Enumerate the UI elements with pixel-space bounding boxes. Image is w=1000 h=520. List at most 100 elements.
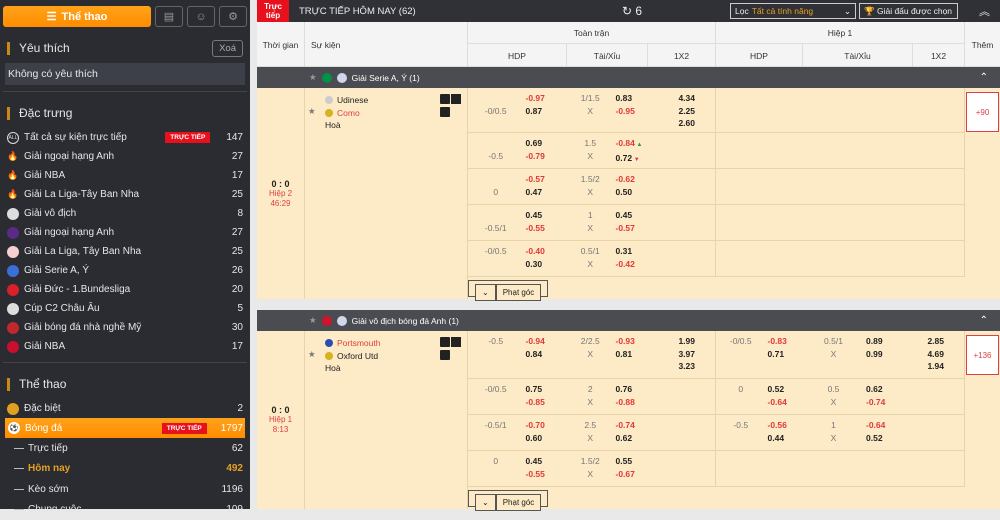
odds-value[interactable]: 3.23 (678, 361, 695, 371)
odds-value[interactable]: -0.84 ▲ (616, 138, 643, 148)
refresh-button[interactable]: ↻ 6 (622, 4, 642, 18)
chevron-up-icon[interactable]: ⌃ (980, 315, 988, 326)
more-markets-button[interactable]: +90 (966, 92, 999, 132)
sports-button[interactable]: ☰Thể thao (3, 6, 151, 27)
odds-value[interactable]: -0.95 (616, 106, 635, 116)
scoreboard-icon[interactable] (451, 94, 461, 104)
odds-value[interactable]: -0.57 (616, 223, 635, 233)
odds-value[interactable]: -0.88 (616, 397, 635, 407)
odds-value[interactable]: 0.31 (616, 246, 633, 256)
odds-value[interactable]: 0.62 (866, 384, 883, 394)
odds-value[interactable]: 0.69 (526, 138, 543, 148)
betslip-icon[interactable]: ▤ (155, 6, 183, 27)
odds-value[interactable]: 4.69 (927, 349, 944, 359)
stats-icon[interactable] (440, 350, 450, 360)
odds-value[interactable]: 2.25 (678, 106, 695, 116)
favorite-star-icon[interactable]: ★ (309, 315, 317, 326)
more-markets-button[interactable]: +136 (966, 335, 999, 375)
favorite-star-icon[interactable]: ★ (308, 106, 316, 117)
odds-value[interactable]: -0.85 (526, 397, 545, 407)
odds-value[interactable]: 3.97 (678, 349, 695, 359)
odds-value[interactable]: -0.40 (526, 246, 545, 256)
odds-value[interactable]: 0.52 (768, 384, 785, 394)
favorite-star-icon[interactable]: ★ (308, 349, 316, 360)
league-header[interactable]: ★Giải vô địch bóng đá Anh (1)⌃ (257, 310, 1000, 331)
odds-value[interactable]: 0.83 (616, 93, 633, 103)
odds-value[interactable]: 1.99 (678, 336, 695, 346)
odds-value[interactable]: -0.93 (616, 336, 635, 346)
odds-value[interactable]: 2.85 (927, 336, 944, 346)
corners-toggle-button[interactable]: ⌄ Phạt góc (468, 280, 548, 297)
odds-value[interactable]: -0.70 (526, 420, 545, 430)
odds-value[interactable]: 0.55 (616, 456, 633, 466)
selected-leagues-button[interactable]: 🏆 Giải đấu được chọn (859, 3, 958, 19)
odds-value[interactable]: 0.45 (526, 456, 543, 466)
odds-value[interactable]: 0.89 (866, 336, 883, 346)
odds-value[interactable]: 0.45 (526, 210, 543, 220)
odds-value[interactable]: 0.60 (526, 433, 543, 443)
odds-value[interactable]: 0.99 (866, 349, 883, 359)
odds-value[interactable]: 1.94 (927, 361, 944, 371)
odds-value[interactable]: 0.76 (616, 384, 633, 394)
league-header[interactable]: ★Giải Serie A, Ý (1)⌃ (257, 67, 1000, 88)
collapse-all-icon[interactable]: ︽ (979, 3, 990, 19)
odds-value[interactable]: -0.57 (526, 174, 545, 184)
stats-icon[interactable] (440, 107, 450, 117)
odds-value[interactable]: 0.87 (526, 106, 543, 116)
chevron-up-icon[interactable]: ⌃ (980, 72, 988, 83)
odds-value[interactable]: 0.84 (526, 349, 543, 359)
clear-favorites-button[interactable]: Xoá (212, 40, 243, 57)
odds-value[interactable]: -0.83 (768, 336, 787, 346)
odds-value[interactable]: -0.67 (616, 469, 635, 479)
odds-value[interactable]: 0.30 (526, 259, 543, 269)
odds-value[interactable]: 4.34 (678, 93, 695, 103)
odds-value[interactable]: 0.47 (526, 187, 543, 197)
favorite-star-icon[interactable]: ★ (309, 72, 317, 83)
odds-value[interactable]: -0.56 (768, 420, 787, 430)
odds-value[interactable]: -0.64 (866, 420, 885, 430)
scoreboard-icon[interactable] (451, 337, 461, 347)
corners-toggle-button[interactable]: ⌄ Phạt góc (468, 490, 548, 507)
live-stream-icon[interactable] (440, 94, 450, 104)
odds-value[interactable]: 0.52 (866, 433, 883, 443)
live-stream-icon[interactable] (440, 337, 450, 347)
odds-value[interactable]: -0.55 (526, 469, 545, 479)
odds-value[interactable]: 0.45 (616, 210, 633, 220)
odds-value[interactable]: -0.79 (526, 151, 545, 161)
odds-value[interactable]: -0.74 (616, 420, 635, 430)
odds-value[interactable]: -0.62 (616, 174, 635, 184)
odds-value[interactable]: -0.42 (616, 259, 635, 269)
odds-value[interactable]: 0.72 ▼ (616, 153, 640, 163)
live-tab[interactable]: Trực tiếp (257, 0, 289, 22)
odds-value[interactable]: -0.74 (866, 397, 885, 407)
odds-value[interactable]: 0.75 (526, 384, 543, 394)
odds-value[interactable]: 0.81 (616, 349, 633, 359)
odds-value[interactable]: 2.60 (678, 118, 695, 128)
settings-icon[interactable]: ⚙ (219, 6, 247, 27)
odds-value[interactable]: -0.97 (526, 93, 545, 103)
odds-value[interactable]: -0.94 (526, 336, 545, 346)
odds-value[interactable]: 0.44 (768, 433, 785, 443)
odds-value[interactable]: 0.62 (616, 433, 633, 443)
odds-value[interactable]: 0.71 (768, 349, 785, 359)
smiley-icon[interactable]: ☺ (187, 6, 215, 27)
odds-value[interactable]: -0.55 (526, 223, 545, 233)
